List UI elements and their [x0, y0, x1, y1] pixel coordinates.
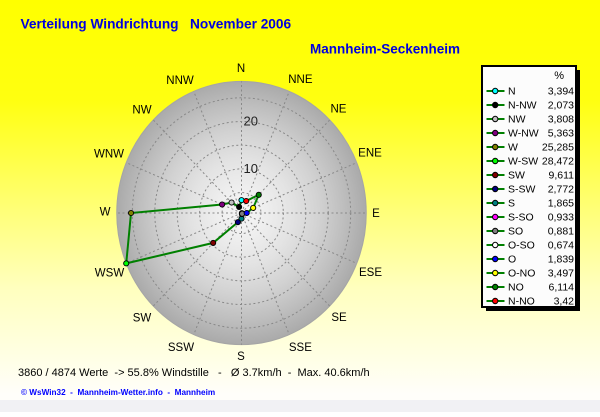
- svg-text:NW: NW: [508, 114, 526, 126]
- svg-text:3,394: 3,394: [548, 86, 574, 98]
- svg-text:1,839: 1,839: [548, 254, 574, 266]
- svg-text:25,285: 25,285: [542, 142, 574, 154]
- svg-text:N-NW: N-NW: [508, 100, 537, 112]
- svg-text:Verteilung Windrichtung Nove: Verteilung Windrichtung November 2006: [21, 17, 292, 32]
- svg-text:%: %: [554, 70, 564, 82]
- svg-text:20: 20: [244, 114, 258, 129]
- svg-text:3860 / 4874 Werte -> 55.8% Wi: 3860 / 4874 Werte -> 55.8% Windstille - …: [18, 367, 370, 379]
- svg-text:NW: NW: [132, 105, 151, 117]
- svg-text:0,933: 0,933: [548, 212, 574, 224]
- svg-text:S-SW: S-SW: [508, 184, 536, 196]
- svg-text:O-NO: O-NO: [508, 268, 535, 280]
- svg-text:SE: SE: [331, 312, 347, 324]
- svg-text:ENE: ENE: [358, 147, 382, 159]
- svg-text:10: 10: [244, 161, 258, 176]
- svg-text:N: N: [237, 63, 245, 75]
- svg-text:W: W: [100, 207, 111, 219]
- svg-text:ESE: ESE: [359, 267, 382, 279]
- svg-text:© WsWin32 - Mannheim-Wetter.: © WsWin32 - Mannheim-Wetter.info - Mannh…: [21, 388, 215, 397]
- svg-text:NE: NE: [331, 104, 347, 116]
- svg-text:WSW: WSW: [95, 268, 125, 280]
- svg-text:E: E: [372, 208, 380, 220]
- svg-text:3,42: 3,42: [554, 296, 575, 308]
- svg-text:SW: SW: [508, 170, 525, 182]
- svg-text:28,472: 28,472: [542, 156, 574, 168]
- svg-text:SW: SW: [133, 313, 152, 325]
- svg-text:O-SO: O-SO: [508, 240, 535, 252]
- svg-text:S: S: [237, 351, 245, 363]
- svg-text:6,114: 6,114: [549, 282, 575, 294]
- svg-text:2,772: 2,772: [548, 184, 574, 196]
- svg-text:0,881: 0,881: [548, 226, 574, 238]
- svg-text:O: O: [508, 254, 516, 266]
- svg-text:W-NW: W-NW: [508, 128, 539, 140]
- svg-text:NNE: NNE: [288, 74, 313, 86]
- svg-text:S-SO: S-SO: [508, 212, 534, 224]
- svg-text:Mannheim-Seckenheim: Mannheim-Seckenheim: [310, 42, 460, 57]
- svg-text:NO: NO: [508, 282, 524, 294]
- svg-text:WNW: WNW: [94, 149, 124, 161]
- svg-text:3,497: 3,497: [548, 268, 574, 280]
- svg-text:N-NO: N-NO: [508, 296, 535, 308]
- svg-text:SSE: SSE: [289, 342, 312, 354]
- svg-text:2,073: 2,073: [548, 100, 574, 112]
- svg-text:W-SW: W-SW: [508, 156, 538, 168]
- svg-text:SSW: SSW: [168, 342, 194, 354]
- svg-text:N: N: [508, 86, 516, 98]
- svg-text:W: W: [508, 142, 518, 154]
- svg-text:NNW: NNW: [166, 75, 194, 87]
- svg-text:3,808: 3,808: [548, 114, 574, 126]
- svg-text:5,363: 5,363: [548, 128, 574, 140]
- svg-text:9,611: 9,611: [549, 170, 575, 182]
- svg-text:0,674: 0,674: [548, 240, 574, 252]
- svg-text:SO: SO: [508, 226, 523, 238]
- svg-text:1,865: 1,865: [548, 198, 574, 210]
- svg-text:S: S: [508, 198, 515, 210]
